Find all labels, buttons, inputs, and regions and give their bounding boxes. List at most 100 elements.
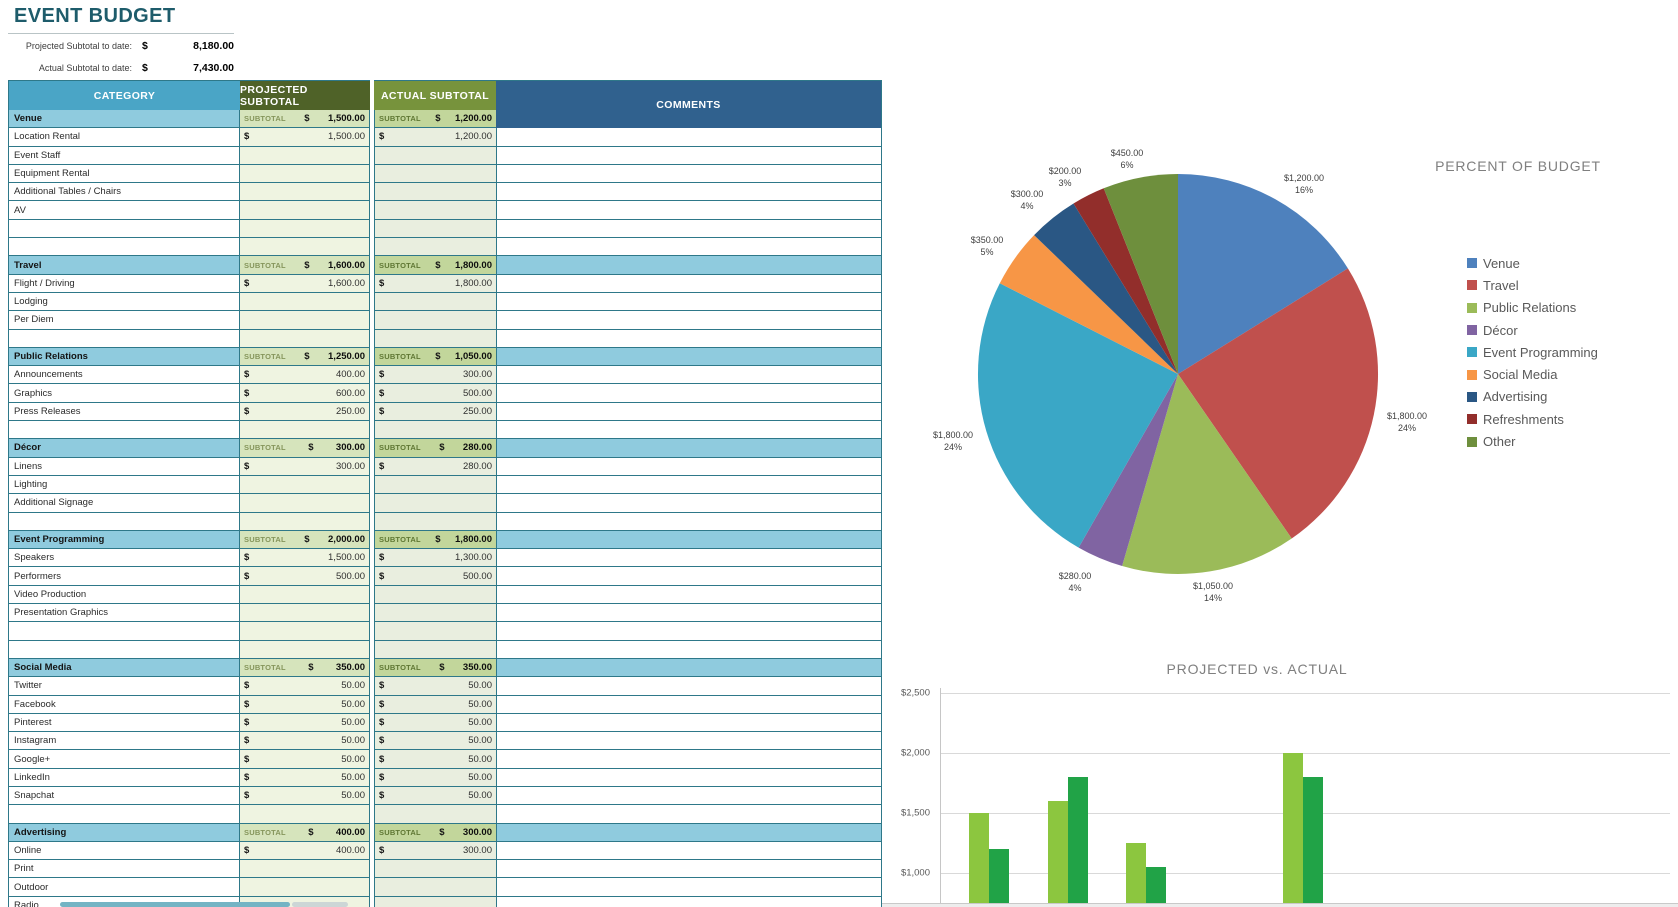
actual-amount-cell[interactable]: $500.00 [374,384,496,403]
comments-cell[interactable] [496,256,882,275]
projected-vs-actual-bar-chart[interactable]: $2,500 $2,000 $1,500 $1,000 [882,640,1678,907]
pie-slice-other[interactable] [1103,174,1178,374]
actual-subtotal-cell[interactable]: SUBTOTAL $1,800.00 [374,530,496,550]
item-label-cell[interactable]: Speakers [8,549,240,568]
projected-amount-cell[interactable] [240,512,370,531]
actual-amount-cell[interactable] [374,219,496,239]
pie-slice-d-cor[interactable] [1078,374,1178,566]
item-label-cell[interactable]: Location Rental [8,128,240,147]
actual-amount-cell[interactable] [374,622,496,641]
projected-amount-cell[interactable] [240,219,370,239]
actual-amount-cell[interactable]: $500.00 [374,567,496,586]
pie-slice-venue[interactable] [1178,173,1348,374]
actual-amount-cell[interactable]: $50.00 [374,713,496,733]
projected-amount-cell[interactable] [240,146,370,165]
item-label-cell[interactable]: Announcements [8,366,240,385]
projected-amount-cell[interactable] [240,896,370,907]
section-name-cell[interactable]: Travel [8,256,240,275]
projected-amount-cell[interactable]: $400.00 [240,841,370,861]
actual-amount-cell[interactable]: $250.00 [374,402,496,422]
projected-amount-cell[interactable]: $50.00 [240,695,370,714]
actual-subtotal-cell[interactable]: SUBTOTAL $350.00 [374,658,496,678]
item-label-cell[interactable]: Additional Tables / Chairs [8,183,240,202]
actual-amount-cell[interactable]: $50.00 [374,732,496,751]
item-label-cell[interactable]: Facebook [8,695,240,714]
projected-amount-cell[interactable] [240,494,370,513]
item-label-cell[interactable]: Performers [8,567,240,586]
projected-amount-cell[interactable] [240,329,370,348]
item-label-cell[interactable]: Online [8,841,240,861]
comments-cell[interactable] [496,219,882,239]
projected-subtotal-cell[interactable]: SUBTOTAL $1,600.00 [240,256,370,275]
projected-amount-cell[interactable] [240,292,370,312]
comments-cell[interactable] [496,860,882,879]
item-label-cell[interactable]: Presentation Graphics [8,604,240,623]
actual-amount-cell[interactable] [374,201,496,220]
horizontal-scrollbar-thumb[interactable] [60,902,290,907]
projected-amount-cell[interactable]: $50.00 [240,732,370,751]
comments-cell[interactable] [496,201,882,220]
column-header-actual-subtotal[interactable]: ACTUAL SUBTOTAL [374,80,496,110]
section-name-cell[interactable]: Advertising [8,823,240,842]
actual-currency-cell[interactable]: $ [142,62,148,74]
bar-venue-actual[interactable] [989,849,1009,907]
actual-amount-cell[interactable] [374,860,496,879]
item-label-cell[interactable]: Event Staff [8,146,240,165]
comments-cell[interactable] [496,567,882,586]
actual-amount-cell[interactable] [374,475,496,495]
comments-cell[interactable] [496,238,882,257]
projected-amount-cell[interactable] [240,421,370,440]
actual-subtotal-cell[interactable]: SUBTOTAL $1,200.00 [374,110,496,129]
projected-amount-cell[interactable]: $1,500.00 [240,549,370,568]
comments-cell[interactable] [496,329,882,348]
comments-cell[interactable] [496,878,882,897]
actual-amount-cell[interactable]: $1,200.00 [374,128,496,147]
projected-subtotal-cell[interactable]: SUBTOTAL $400.00 [240,823,370,842]
actual-amount-cell[interactable] [374,238,496,257]
pie-slice-event-programming[interactable] [977,283,1178,548]
actual-amount-cell[interactable] [374,183,496,202]
projected-amount-cell[interactable]: $400.00 [240,366,370,385]
item-label-cell[interactable]: Radio [8,896,240,907]
comments-cell[interactable] [496,164,882,184]
projected-amount-cell[interactable] [240,622,370,641]
projected-subtotal-value[interactable]: 8,180.00 [193,40,234,52]
comments-cell[interactable] [496,841,882,861]
section-name-cell[interactable]: Public Relations [8,347,240,367]
pie-slice-public-relations[interactable] [1122,374,1292,574]
bar-travel-actual[interactable] [1067,777,1088,907]
projected-amount-cell[interactable] [240,878,370,897]
actual-subtotal-value[interactable]: 7,430.00 [193,62,234,74]
item-label-cell[interactable]: Pinterest [8,713,240,733]
comments-cell[interactable] [496,585,882,605]
actual-amount-cell[interactable] [374,604,496,623]
comments-cell[interactable] [496,439,882,458]
comments-cell[interactable] [496,402,882,422]
projected-amount-cell[interactable]: $50.00 [240,677,370,696]
projected-amount-cell[interactable] [240,238,370,257]
comments-cell[interactable] [496,658,882,678]
item-label-cell[interactable]: Graphics [8,384,240,403]
actual-amount-cell[interactable]: $50.00 [374,677,496,696]
comments-cell[interactable] [496,732,882,751]
item-label-cell[interactable]: Lighting [8,475,240,495]
column-header-comments[interactable]: COMMENTS [496,80,882,128]
projected-subtotal-cell[interactable]: SUBTOTAL $1,500.00 [240,110,370,129]
actual-amount-cell[interactable] [374,585,496,605]
actual-amount-cell[interactable] [374,164,496,184]
projected-subtotal-cell[interactable]: SUBTOTAL $1,250.00 [240,347,370,367]
item-label-cell[interactable]: Equipment Rental [8,164,240,184]
actual-amount-cell[interactable] [374,640,496,659]
actual-amount-cell[interactable] [374,421,496,440]
projected-amount-cell[interactable] [240,640,370,659]
comments-cell[interactable] [496,896,882,907]
actual-subtotal-cell[interactable]: SUBTOTAL $300.00 [374,823,496,842]
projected-amount-cell[interactable]: $50.00 [240,768,370,787]
projected-amount-cell[interactable]: $300.00 [240,457,370,476]
actual-amount-cell[interactable]: $1,300.00 [374,549,496,568]
comments-cell[interactable] [496,128,882,147]
actual-amount-cell[interactable]: $50.00 [374,695,496,714]
item-label-cell[interactable]: Snapchat [8,786,240,806]
actual-amount-cell[interactable]: $50.00 [374,750,496,769]
item-label-cell[interactable]: Video Production [8,585,240,605]
